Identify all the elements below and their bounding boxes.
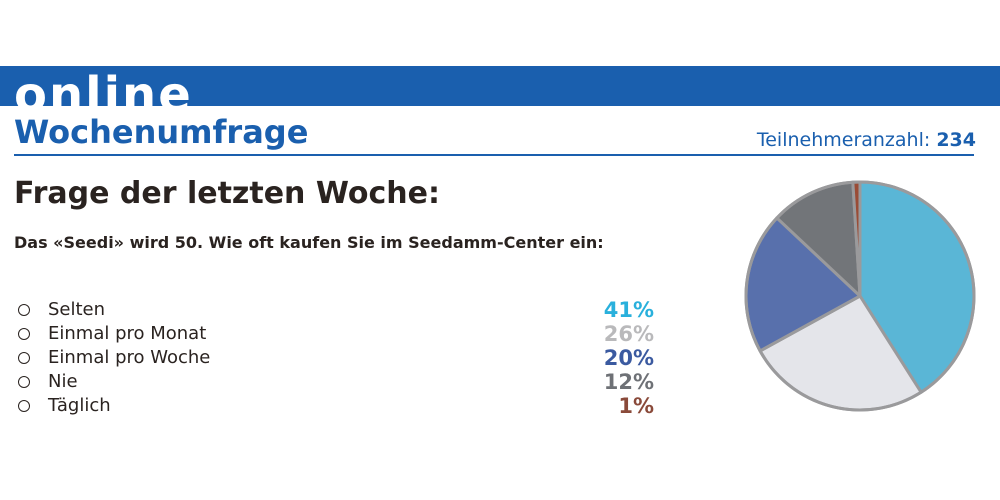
answer-percent: 26%	[603, 322, 654, 346]
participant-count-value: 234	[936, 129, 976, 151]
answer-percent: 12%	[603, 370, 654, 394]
answer-row: Täglich 1%	[14, 394, 654, 418]
header-divider	[14, 154, 974, 156]
answer-percent: 1%	[618, 394, 654, 418]
answer-percent: 20%	[603, 346, 654, 370]
pie-outline	[744, 180, 976, 412]
answer-row: Einmal pro Monat 26%	[14, 322, 654, 346]
pie-chart	[744, 180, 976, 412]
radio-circle-icon	[18, 304, 30, 316]
question-text: Das «Seedi» wird 50. Wie oft kaufen Sie …	[14, 233, 604, 252]
question-heading: Frage der letzten Woche:	[14, 176, 440, 211]
answer-label: Einmal pro Monat	[48, 323, 207, 344]
answer-row: Nie 12%	[14, 370, 654, 394]
answer-percent: 41%	[603, 298, 654, 322]
header-bar	[0, 66, 1000, 106]
answer-row: Selten 41%	[14, 298, 654, 322]
radio-circle-icon	[18, 400, 30, 412]
radio-circle-icon	[18, 328, 30, 340]
brand-logo-online: online	[14, 67, 193, 106]
answer-label: Nie	[48, 371, 78, 392]
answer-label: Selten	[48, 299, 106, 320]
participant-count: Teilnehmeranzahl: 234	[757, 128, 976, 152]
participant-count-label: Teilnehmeranzahl:	[756, 129, 931, 151]
radio-circle-icon	[18, 352, 30, 364]
answer-label: Täglich	[48, 395, 111, 416]
answer-list: Selten 41% Einmal pro Monat 26% Einmal p…	[14, 298, 654, 418]
answer-label: Einmal pro Woche	[48, 347, 211, 368]
page-title: Wochenumfrage	[14, 113, 309, 151]
radio-circle-icon	[18, 376, 30, 388]
answer-row: Einmal pro Woche 20%	[14, 346, 654, 370]
